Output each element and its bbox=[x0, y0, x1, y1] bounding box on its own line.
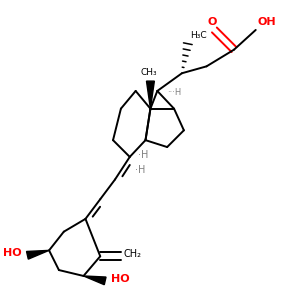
Text: OH: OH bbox=[258, 17, 276, 27]
Text: HO: HO bbox=[111, 274, 130, 284]
Text: H₃C: H₃C bbox=[190, 31, 206, 40]
Text: HO: HO bbox=[3, 248, 22, 258]
Polygon shape bbox=[83, 276, 106, 285]
Text: O: O bbox=[208, 17, 217, 27]
Text: ···H: ···H bbox=[167, 88, 182, 98]
Text: ·H: ·H bbox=[138, 150, 149, 160]
Polygon shape bbox=[146, 81, 154, 109]
Text: ·H: ·H bbox=[135, 165, 145, 175]
Polygon shape bbox=[26, 250, 49, 259]
Text: CH₃: CH₃ bbox=[140, 68, 157, 77]
Text: CH₂: CH₂ bbox=[124, 249, 142, 259]
